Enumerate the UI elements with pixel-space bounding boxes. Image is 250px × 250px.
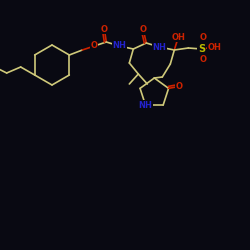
Text: O: O <box>101 24 108 34</box>
Text: OH: OH <box>172 32 185 42</box>
Text: O: O <box>200 56 207 64</box>
Text: O: O <box>140 26 147 35</box>
Text: NH: NH <box>112 42 126 50</box>
Text: S: S <box>198 44 205 54</box>
Text: O: O <box>176 82 183 91</box>
Text: O: O <box>200 34 207 42</box>
Text: OH: OH <box>208 42 221 51</box>
Text: NH: NH <box>138 101 152 110</box>
Text: NH: NH <box>152 42 166 51</box>
Text: O: O <box>91 42 98 50</box>
